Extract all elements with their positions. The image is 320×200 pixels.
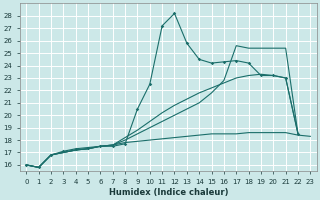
X-axis label: Humidex (Indice chaleur): Humidex (Indice chaleur)	[108, 188, 228, 197]
